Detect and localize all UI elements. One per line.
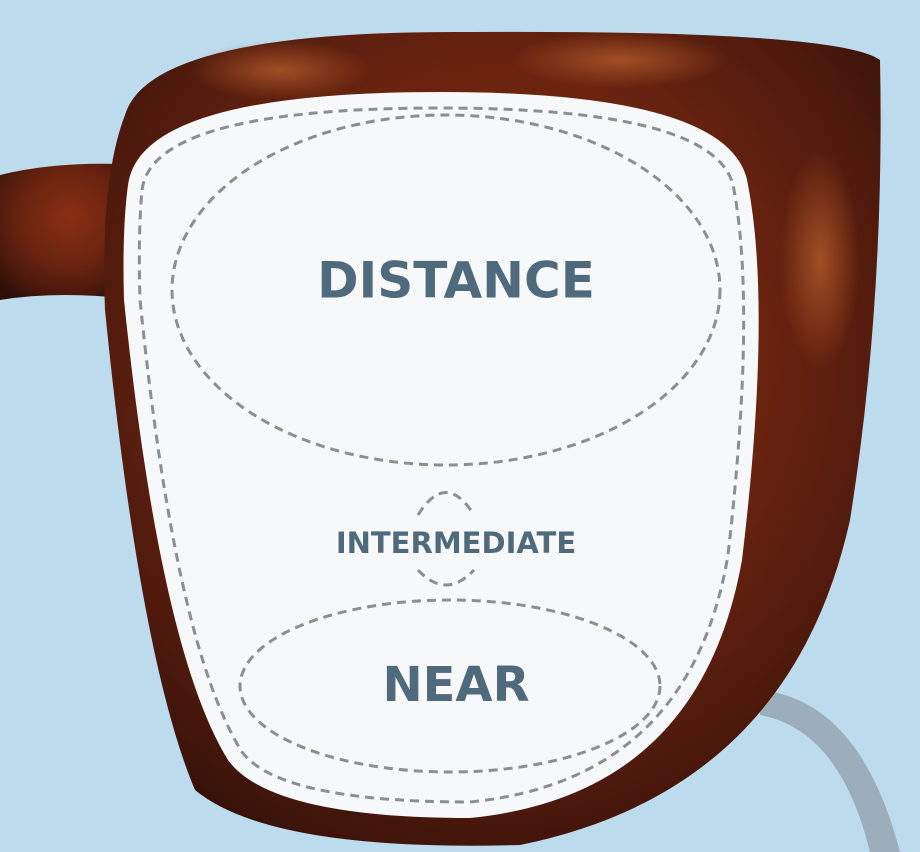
zone-label: NEAR xyxy=(382,657,529,713)
page: DISTANCE INTERMEDIATE NEAR (() => { cons… xyxy=(0,0,920,852)
zone-label: DISTANCE xyxy=(317,252,595,310)
lens-illustration: DISTANCE INTERMEDIATE NEAR xyxy=(0,0,920,852)
frame-pattern xyxy=(190,40,370,100)
frame-pattern xyxy=(780,150,860,370)
frame-pattern xyxy=(510,32,730,88)
zone-label: INTERMEDIATE xyxy=(336,526,576,560)
